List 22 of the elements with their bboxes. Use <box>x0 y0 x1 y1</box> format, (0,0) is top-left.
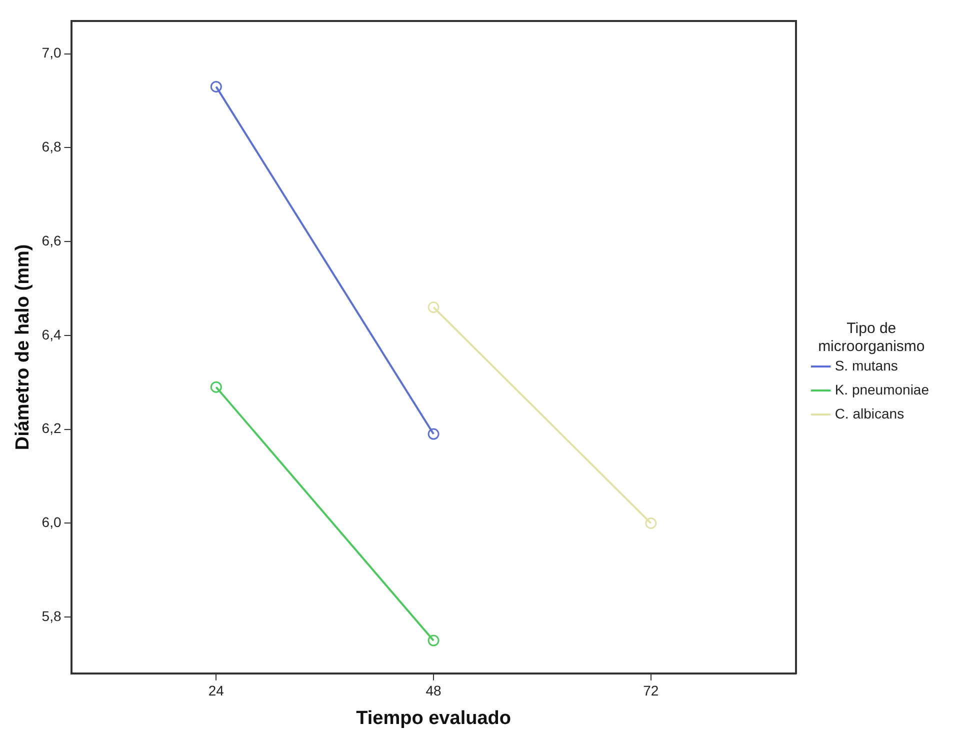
legend-label: S. mutans <box>834 357 898 374</box>
x-tick-label: 48 <box>426 682 442 699</box>
point <box>428 428 440 440</box>
y-tick-label: 6,0 <box>42 514 62 530</box>
x-tick-label: 72 <box>643 682 659 699</box>
point <box>210 381 222 393</box>
point <box>210 80 222 92</box>
legend-title: Tipo de microorganismo <box>818 320 925 356</box>
legend-label: K. pneumoniae <box>834 381 930 398</box>
y-axis-title: Diámetro de halo (mm) <box>12 244 34 450</box>
y-tick-label: 6,2 <box>42 420 62 436</box>
y-tick-label: 7,0 <box>42 44 62 61</box>
y-tick-label: 6,6 <box>42 232 62 248</box>
y-tick-label: 6,4 <box>42 326 62 342</box>
x-axis-title: Tiempo evaluado <box>356 708 511 729</box>
point <box>645 517 657 529</box>
y-tick-label: 6,8 <box>42 138 62 155</box>
point <box>428 302 440 314</box>
point <box>428 634 440 646</box>
x-tick-label: 24 <box>208 682 224 699</box>
y-tick-label: 5,8 <box>42 608 62 624</box>
legend-label: C. albicans <box>834 405 904 422</box>
